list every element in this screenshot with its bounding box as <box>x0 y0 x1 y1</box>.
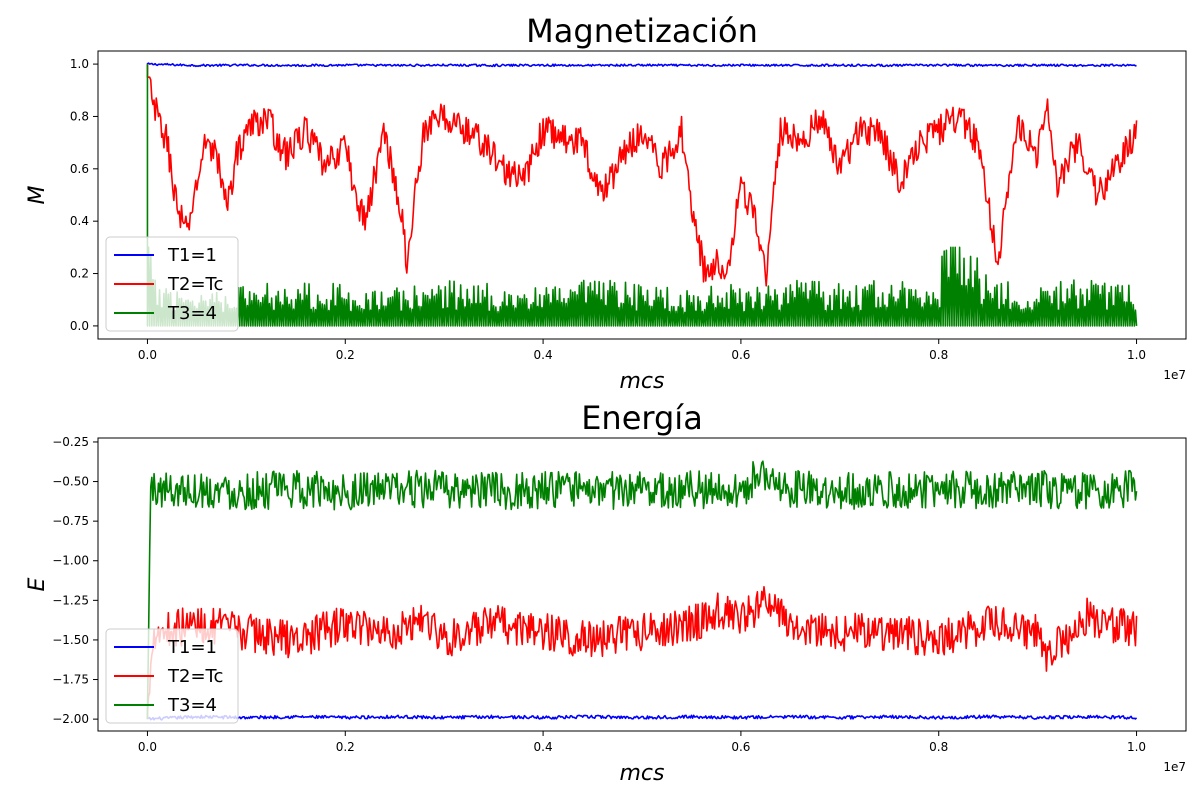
legend: T1=1 T2=Tc T3=4 <box>105 236 239 332</box>
legend-box <box>105 628 239 724</box>
y-tick-label: −0.50 <box>52 475 89 489</box>
y-axis-label: M <box>25 185 50 204</box>
series-line-t3-4 <box>146 460 1138 720</box>
axes-frame <box>97 437 1187 732</box>
x-axis-label: mcs <box>620 369 665 394</box>
series-line-t2-tc <box>146 64 1138 287</box>
legend-label: T1=1 <box>167 637 217 658</box>
x-tick-label: 0.8 <box>929 740 948 754</box>
legend-box <box>105 236 239 332</box>
series-line-t3-4 <box>146 64 1138 327</box>
axes-frame <box>97 50 1187 340</box>
x-tick-label: 1.0 <box>1127 740 1146 754</box>
series-line-t1-1 <box>146 62 1137 68</box>
x-tick-label: 0.8 <box>929 348 948 362</box>
x-tick-label: 0.4 <box>534 740 553 754</box>
y-tick-label: 0.8 <box>70 109 89 123</box>
y-axis-label: E <box>25 577 50 591</box>
y-tick-label: 1.0 <box>70 57 89 71</box>
energy-panel: Energía 0.0 0.2 0.4 0.6 0.8 1.0 −2.00 −1.75 −1.50… <box>25 399 1187 786</box>
x-tick-label: 0.4 <box>534 348 553 362</box>
y-tick-label: −0.75 <box>52 514 89 528</box>
x-offset-label: 1e7 <box>1163 760 1186 774</box>
x-tick-label: 0.6 <box>731 348 750 362</box>
y-tick-label: 0.6 <box>70 162 89 176</box>
legend-label: T3=4 <box>167 303 217 324</box>
chart-title: Energía <box>581 399 703 437</box>
y-tick-label: 0.2 <box>70 267 89 281</box>
x-offset-label: 1e7 <box>1163 368 1186 382</box>
legend: T1=1 T2=Tc T3=4 <box>105 628 239 724</box>
y-tick-label: 0.0 <box>70 319 89 333</box>
legend-label: T3=4 <box>167 695 217 716</box>
magnetization-panel: Magnetización 0.0 0.2 0.4 0.6 0.8 1.0 0.0 0.2 0.4… <box>25 12 1187 394</box>
chart-title: Magnetización <box>526 12 758 50</box>
series-line-t1-1 <box>146 714 1138 721</box>
x-tick-label: 0.0 <box>138 740 157 754</box>
x-tick-label: 1.0 <box>1127 348 1146 362</box>
legend-label: T1=1 <box>167 245 217 266</box>
y-tick-label: −2.00 <box>52 712 89 726</box>
x-tick-label: 0.2 <box>336 740 355 754</box>
legend-label: T2=Tc <box>167 666 223 687</box>
series-line-t2-tc <box>146 586 1138 720</box>
y-tick-label: −1.25 <box>52 593 89 607</box>
y-tick-label: −1.75 <box>52 673 89 687</box>
x-tick-label: 0.0 <box>138 348 157 362</box>
x-tick-label: 0.2 <box>336 348 355 362</box>
y-tick-label: −1.50 <box>52 633 89 647</box>
x-axis-label: mcs <box>620 761 665 786</box>
y-tick-label: −1.00 <box>52 554 89 568</box>
x-tick-label: 0.6 <box>731 740 750 754</box>
legend-label: T2=Tc <box>167 274 223 295</box>
y-tick-label: 0.4 <box>70 214 89 228</box>
y-tick-label: −0.25 <box>52 435 89 449</box>
